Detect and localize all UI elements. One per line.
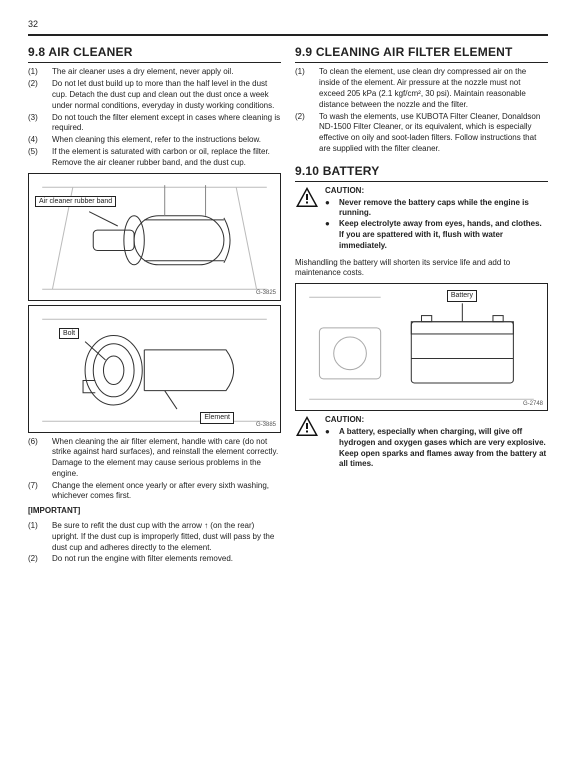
caution-1-text: CAUTION: ● Never remove the battery caps … [325,186,548,252]
item-text: Do not run the engine with filter elemen… [52,554,281,565]
caution-1-bullets: ● Never remove the battery caps while the… [325,198,548,252]
item-number: (7) [28,481,46,503]
warning-icon [295,186,319,252]
caution-2-text: CAUTION: ●A battery, especially when cha… [325,415,548,470]
warning-icon [295,415,319,470]
fig2-label-bolt: Bolt [59,328,79,340]
heading-98: 9.8 AIR CLEANER [28,44,281,63]
item-text: To clean the element, use clean dry comp… [319,67,548,110]
list-item: (2) To wash the elements, use KUBOTA Filt… [295,112,548,155]
caution-2: CAUTION: ●A battery, especially when cha… [295,415,548,470]
mishandling-text: Mishandling the battery will shorten its… [295,258,548,280]
item-number: (2) [295,112,313,155]
page-number: 32 [28,18,548,30]
list-item: (6) When cleaning the air filter element,… [28,437,281,480]
item-number: (1) [28,67,46,78]
bullet-icon: ● [325,219,333,251]
important-heading: [IMPORTANT] [28,506,281,517]
fig2-label-element: Element [200,412,234,424]
item-text: When cleaning the air filter element, ha… [52,437,281,480]
figure-battery: Battery G-2748 [295,283,548,411]
list-item: (5) If the element is saturated with carb… [28,147,281,169]
list-item: (4) When cleaning this element, refer to … [28,135,281,146]
bullet-item: ● Never remove the battery caps while the… [325,198,548,220]
list-item: (1) To clean the element, use clean dry c… [295,67,548,110]
item-number: (1) [28,521,46,553]
item-text: When cleaning this element, refer to the… [52,135,281,146]
item-number: (4) [28,135,46,146]
right-column: 9.9 CLEANING AIR FILTER ELEMENT (1) To cl… [295,44,548,569]
bullet-text: A battery, especially when charging, wil… [339,427,548,470]
bullet-item: ●Keep electrolyte away from eyes, hands,… [325,219,548,251]
bullet-text: Never remove the battery caps while the … [339,198,548,220]
fig3-svg [299,287,544,410]
item-text: Do not let dust build up to more than th… [52,79,281,111]
bullet-item: ●A battery, especially when charging, wi… [325,427,548,470]
fig3-id: G-2748 [523,400,543,408]
fig2-id: G-3885 [256,421,276,429]
list-important: (1) Be sure to refit the dust cup with th… [28,521,281,565]
bullet-text: Keep electrolyte away from eyes, hands, … [339,219,548,251]
heading-910: 9.10 BATTERY [295,163,548,182]
page: 32 9.8 AIR CLEANER (1) The air cleaner us… [0,0,570,772]
top-rule [28,34,548,36]
columns: 9.8 AIR CLEANER (1) The air cleaner uses … [28,44,548,569]
caution-2-bullets: ●A battery, especially when charging, wi… [325,427,548,470]
list-item: (1) The air cleaner uses a dry element, n… [28,67,281,78]
item-text: To wash the elements, use KUBOTA Filter … [319,112,548,155]
item-text: Be sure to refit the dust cup with the a… [52,521,281,553]
figure-air-cleaner-1: Air cleaner rubber band [28,173,281,301]
item-text: The air cleaner uses a dry element, neve… [52,67,281,78]
list-item: (3) Do not touch the filter element excep… [28,113,281,135]
fig1-label: Air cleaner rubber band [35,196,116,208]
bullet-icon: ● [325,427,333,470]
fig3-label: Battery [447,290,477,302]
list-98-a: (1) The air cleaner uses a dry element, n… [28,67,281,168]
item-number: (2) [28,554,46,565]
item-number: (6) [28,437,46,480]
bullet-icon: ● [325,198,333,220]
item-number: (2) [28,79,46,111]
item-number: (5) [28,147,46,169]
caution-1-title: CAUTION: [325,186,548,197]
fig1-id: G-3825 [256,289,276,297]
caution-2-title: CAUTION: [325,415,548,426]
list-item: (1) Be sure to refit the dust cup with th… [28,521,281,553]
list-99: (1) To clean the element, use clean dry c… [295,67,548,154]
item-text: If the element is saturated with carbon … [52,147,281,169]
item-text: Do not touch the filter element except i… [52,113,281,135]
list-item: (2) Do not let dust build up to more than… [28,79,281,111]
list-98-b: (6) When cleaning the air filter element,… [28,437,281,503]
item-text: Change the element once yearly or after … [52,481,281,503]
list-item: (2) Do not run the engine with filter ele… [28,554,281,565]
list-item: (7) Change the element once yearly or aft… [28,481,281,503]
left-column: 9.8 AIR CLEANER (1) The air cleaner uses … [28,44,281,569]
heading-99: 9.9 CLEANING AIR FILTER ELEMENT [295,44,548,63]
caution-1: CAUTION: ● Never remove the battery caps … [295,186,548,252]
item-number: (1) [295,67,313,110]
figure-air-cleaner-2: Bolt Element G-3885 [28,305,281,433]
item-number: (3) [28,113,46,135]
